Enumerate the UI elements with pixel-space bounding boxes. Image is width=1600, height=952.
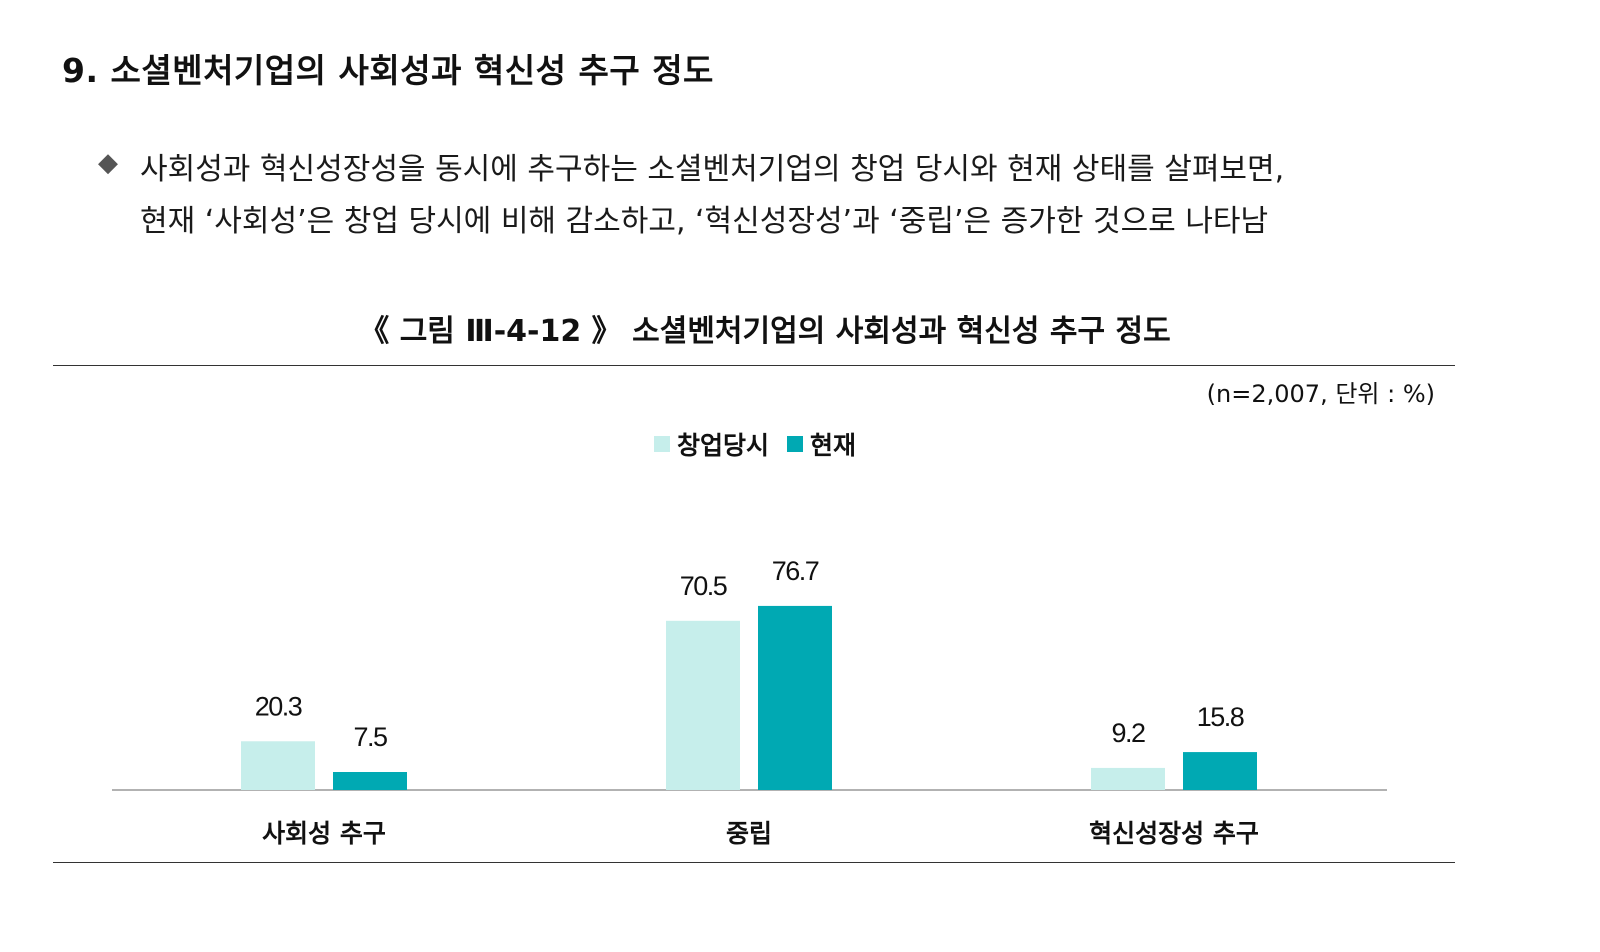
- legend-swatch-founding: [653, 436, 670, 452]
- unit-note: (n=2,007, 단위 : %): [1206, 380, 1435, 408]
- bar-group: [241, 605, 1257, 790]
- bar-founding-0: [241, 741, 315, 790]
- data-label-founding-2: 9.2: [1111, 718, 1145, 748]
- bar-current-2: [1183, 752, 1257, 790]
- category-label-0: 사회성 추구: [262, 819, 386, 848]
- section-title: 9. 소셜벤처기업의 사회성과 혁신성 추구 정도: [62, 51, 714, 90]
- legend-swatch-current: [787, 436, 803, 452]
- figure-caption: 《 그림 Ⅲ-4-12 》 소셜벤처기업의 사회성과 혁신성 추구 정도: [359, 314, 1171, 349]
- diamond-bullet-icon: ◆: [98, 148, 118, 178]
- data-label-current-1: 76.7: [772, 556, 819, 586]
- chart-legend: 창업당시 현재: [0, 426, 1510, 462]
- category-label-group: 사회성 추구 중립 혁신성장성 추구: [262, 819, 1259, 848]
- top-rule: [53, 365, 1455, 366]
- data-label-founding-0: 20.3: [255, 691, 302, 721]
- category-label-1: 중립: [726, 819, 772, 848]
- legend-label-current: 현재: [810, 431, 857, 460]
- data-label-current-2: 15.8: [1197, 702, 1244, 732]
- summary-line-2: 현재 ‘사회성’은 창업 당시에 비해 감소하고, ‘혁신성장성’과 ‘중립’은…: [140, 204, 1269, 239]
- legend-item-founding: 창업당시: [653, 426, 769, 462]
- bar-founding-1: [666, 620, 740, 790]
- data-label-group: 20.3 7.5 70.5 76.7 9.2 15.8: [255, 556, 1246, 752]
- bottom-rule: [53, 862, 1455, 863]
- legend-item-current: 현재: [787, 426, 856, 462]
- bar-current-1: [758, 605, 832, 790]
- legend-label-founding: 창업당시: [676, 431, 769, 460]
- summary-line-1: 사회성과 혁신성장성을 동시에 추구하는 소셜벤처기업의 창업 당시와 현재 상…: [140, 152, 1285, 187]
- bar-current-0: [333, 772, 407, 790]
- data-label-current-0: 7.5: [353, 722, 387, 752]
- bar-founding-2: [1091, 767, 1165, 790]
- category-label-2: 혁신성장성 추구: [1089, 819, 1259, 848]
- data-label-founding-1: 70.5: [680, 571, 727, 601]
